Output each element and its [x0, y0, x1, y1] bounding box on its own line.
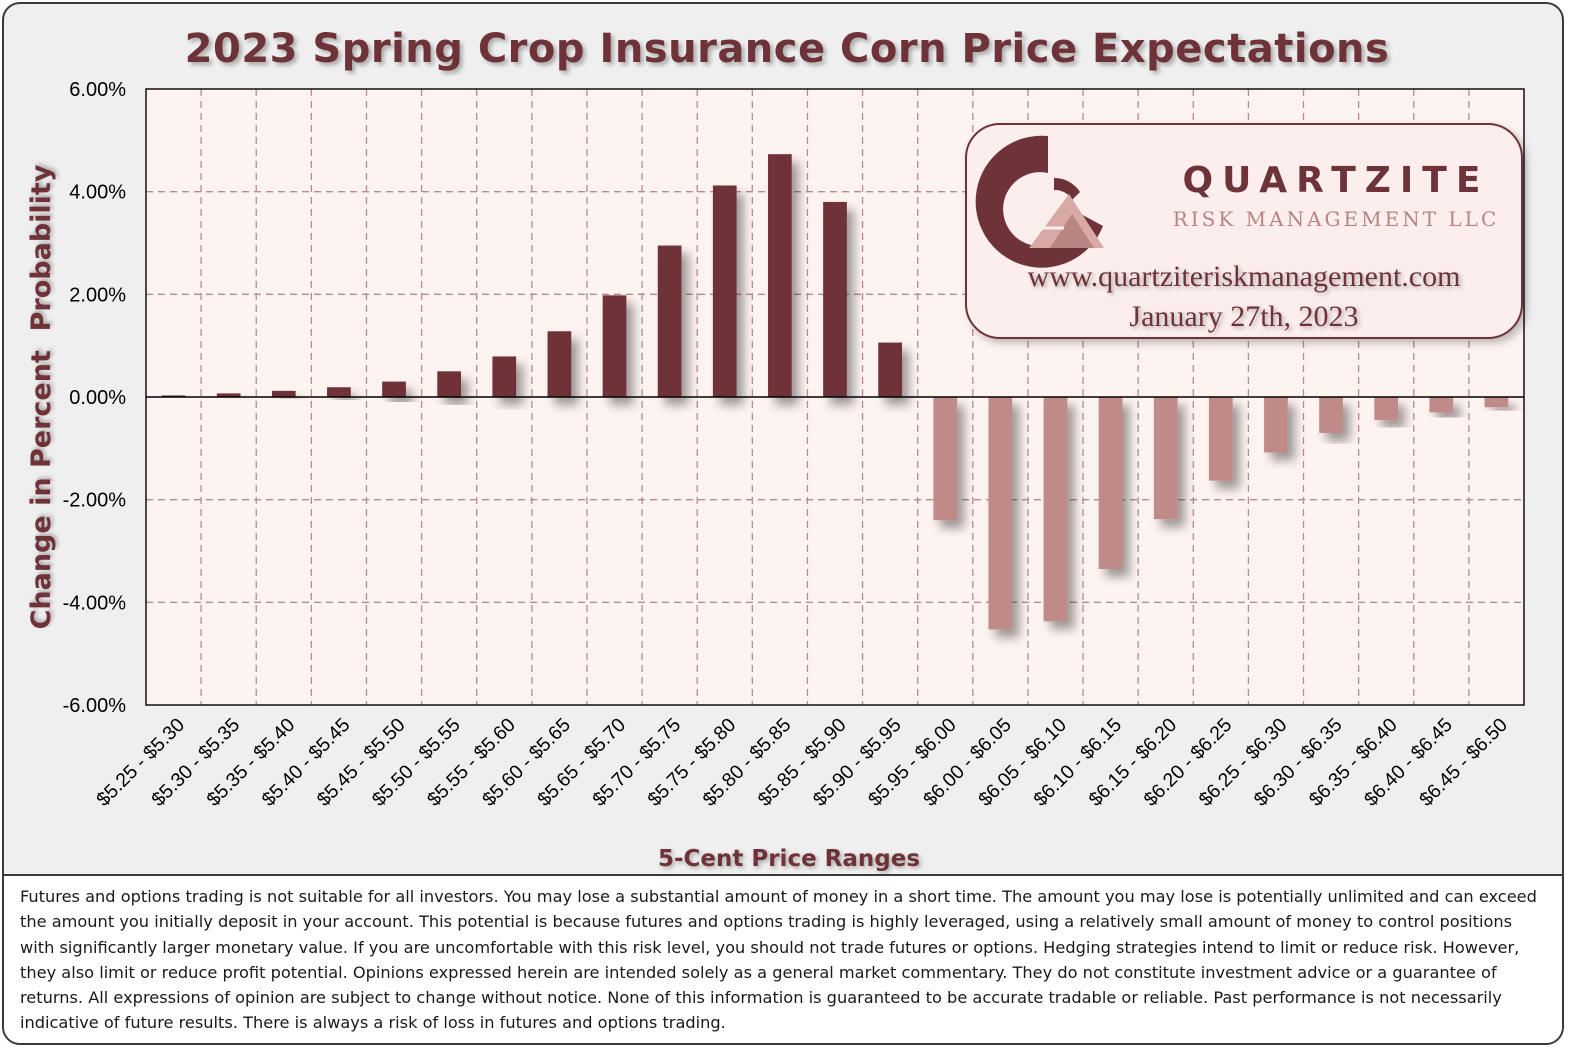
logo-brand: QUARTZITE: [1183, 160, 1490, 201]
bar-3: [327, 387, 351, 397]
bars-group: [161, 154, 1509, 630]
bar-10: [712, 185, 737, 397]
y-tick-label: -6.00%: [63, 695, 127, 717]
bar-20: [1264, 397, 1288, 453]
y-tick-label: -4.00%: [63, 592, 127, 614]
bar-2: [271, 390, 296, 397]
bar-21: [1319, 397, 1343, 433]
bar-5: [437, 371, 462, 397]
bar-23: [1429, 397, 1454, 413]
logo-subtitle: RISK MANAGEMENT LLC: [1173, 207, 1500, 231]
bar-6: [492, 356, 517, 397]
y-tick-label: 4.00%: [69, 182, 126, 204]
disclaimer-text: Futures and options trading is not suita…: [20, 887, 1537, 1033]
y-axis-title: Change in Percent Probability: [26, 164, 57, 629]
bar-19: [1208, 397, 1233, 481]
quartzite-logo-icon: [975, 135, 1104, 268]
logo-website: www.quartziteriskmanagement.com: [1028, 260, 1461, 293]
bar-8: [602, 295, 627, 397]
bar-15: [988, 397, 1013, 630]
logo-box: QUARTZITE RISK MANAGEMENT LLC www.quartz…: [965, 123, 1523, 339]
bar-24: [1484, 397, 1509, 408]
plot-border: [145, 88, 1525, 706]
bar-14: [933, 397, 958, 521]
y-tick-label: 2.00%: [69, 284, 126, 306]
bar-1: [216, 393, 241, 397]
bar-11: [768, 154, 792, 397]
bar-chart: 6.00% 4.00% 2.00% 0.00% -2.00% -4.00% -6.00% $…: [26, 79, 1525, 872]
bar-13: [878, 342, 902, 397]
bar-22: [1374, 397, 1399, 421]
chart-frame: 2023 Spring Crop Insurance Corn Price Ex…: [2, 2, 1564, 1045]
bar-7: [547, 331, 572, 397]
y-tick-labels: 6.00% 4.00% 2.00% 0.00% -2.00% -4.00% -6.00%: [63, 79, 127, 717]
x-axis-title: 5-Cent Price Ranges: [658, 846, 920, 872]
disclaimer-box: Futures and options trading is not suita…: [4, 874, 1562, 1043]
y-tick-label: 6.00%: [69, 79, 126, 101]
bar-4: [382, 381, 406, 397]
bar-9: [657, 245, 682, 397]
y-tick-label: -2.00%: [63, 490, 127, 512]
x-tick-labels: $5.25 - $5.30$5.30 - $5.35$5.35 - $5.40$…: [92, 714, 1512, 811]
chart-title: 2023 Spring Crop Insurance Corn Price Ex…: [184, 26, 1390, 72]
bar-17: [1098, 397, 1123, 569]
logo-date: January 27th, 2023: [1129, 300, 1358, 333]
bar-18: [1153, 397, 1178, 520]
bar-16: [1043, 397, 1068, 622]
bar-12: [823, 201, 847, 397]
y-tick-label: 0.00%: [69, 387, 126, 409]
